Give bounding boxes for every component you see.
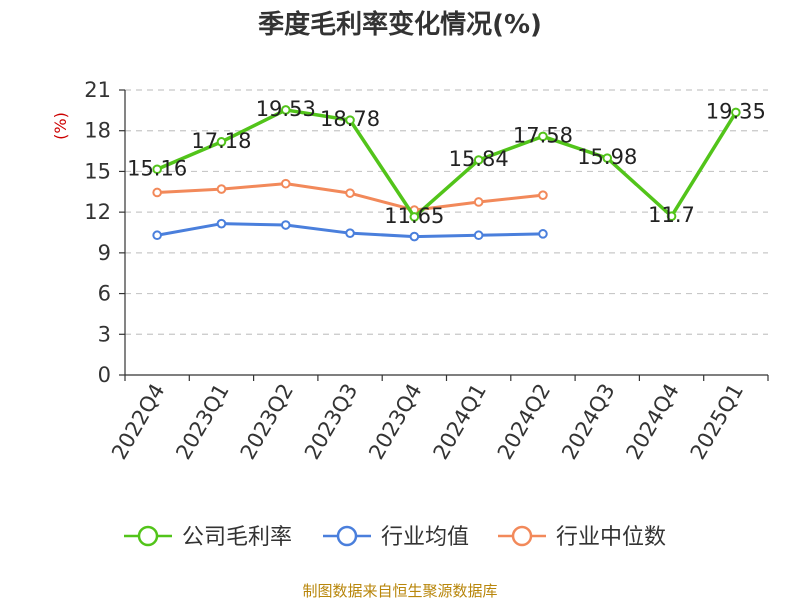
y-tick-label: 9 bbox=[98, 241, 111, 265]
data-point-2-2[interactable] bbox=[280, 178, 291, 189]
x-tick-labels: 2022Q4 2023Q1 2023Q2 2023Q3 2023Q4 2024Q1 2024… bbox=[107, 380, 748, 464]
x-tick-label: 2024Q3 bbox=[557, 380, 619, 464]
data-label: 19.35 bbox=[706, 99, 766, 123]
legend-label-1[interactable]: 行业均值 bbox=[381, 525, 469, 550]
source-note: 制图数据来自恒生聚源数据库 bbox=[302, 582, 497, 600]
data-point-2-6[interactable] bbox=[538, 190, 548, 200]
x-tick-label: 2023Q4 bbox=[364, 380, 426, 464]
series-group bbox=[152, 105, 741, 242]
data-label: 18.78 bbox=[320, 107, 380, 131]
data-point-0-2[interactable] bbox=[280, 105, 291, 115]
y-tick-label: 15 bbox=[84, 159, 111, 183]
data-point-0-1[interactable] bbox=[216, 137, 227, 147]
legend[interactable]: 公司毛利率 行业均值 行业中位数 bbox=[124, 525, 666, 550]
data-point-0-7[interactable] bbox=[602, 153, 613, 163]
data-point-1-2[interactable] bbox=[280, 220, 291, 230]
y-tick-labels: 0 3 6 9 12 15 18 21 bbox=[84, 78, 111, 387]
x-tick-label: 2023Q3 bbox=[300, 380, 362, 464]
data-point-2-0[interactable] bbox=[152, 187, 162, 198]
data-point-0-4[interactable] bbox=[409, 212, 420, 222]
y-axis-title: (%) bbox=[51, 112, 70, 140]
data-point-1-3[interactable] bbox=[345, 228, 355, 238]
x-tick-label: 2024Q2 bbox=[493, 380, 555, 464]
y-tick-label: 0 bbox=[98, 363, 111, 387]
y-tick-label: 21 bbox=[84, 78, 111, 102]
grid-lines bbox=[125, 89, 768, 335]
data-label: 11.7 bbox=[648, 203, 695, 227]
data-point-2-5[interactable] bbox=[473, 197, 484, 207]
y-tick-label: 3 bbox=[98, 322, 111, 346]
data-point-1-4[interactable] bbox=[409, 231, 420, 242]
chart-title: 季度毛利率变化情况(%) bbox=[258, 9, 542, 40]
legend-marker-2[interactable] bbox=[511, 525, 533, 547]
data-label: 15.98 bbox=[577, 145, 637, 169]
data-point-2-3[interactable] bbox=[345, 188, 355, 198]
data-label: 11.65 bbox=[384, 204, 444, 228]
data-point-1-6[interactable] bbox=[538, 229, 548, 239]
legend-marker-1[interactable] bbox=[336, 525, 358, 547]
data-point-0-0[interactable] bbox=[152, 164, 162, 175]
data-label: 17.58 bbox=[513, 123, 573, 147]
data-label: 19.53 bbox=[256, 97, 316, 121]
data-point-0-8[interactable] bbox=[666, 211, 677, 222]
data-label: 15.16 bbox=[127, 156, 187, 180]
data-point-0-3[interactable] bbox=[345, 115, 355, 125]
x-tick-label: 2023Q2 bbox=[236, 380, 298, 464]
legend-label-0[interactable]: 公司毛利率 bbox=[182, 525, 292, 550]
x-tick-label: 2024Q4 bbox=[621, 380, 683, 464]
x-tick-label: 2025Q1 bbox=[686, 380, 748, 464]
legend-label-2[interactable]: 行业中位数 bbox=[556, 525, 666, 550]
data-point-0-9[interactable] bbox=[731, 107, 741, 118]
data-point-1-5[interactable] bbox=[473, 230, 484, 241]
data-label: 17.18 bbox=[191, 129, 251, 153]
data-label: 15.84 bbox=[449, 147, 509, 171]
x-tick-label: 2024Q1 bbox=[429, 380, 491, 464]
x-tick-label: 2022Q4 bbox=[107, 380, 169, 464]
x-tick-label: 2023Q1 bbox=[171, 380, 233, 464]
legend-marker-0[interactable] bbox=[137, 525, 159, 547]
data-point-1-1[interactable] bbox=[216, 218, 227, 229]
data-point-0-6[interactable] bbox=[538, 131, 548, 142]
data-point-2-1[interactable] bbox=[216, 184, 227, 194]
series-line-0 bbox=[155, 108, 738, 219]
y-tick-label: 6 bbox=[98, 282, 111, 306]
axes bbox=[119, 89, 769, 381]
y-tick-label: 18 bbox=[84, 119, 111, 143]
data-point-1-0[interactable] bbox=[152, 230, 162, 241]
data-point-0-5[interactable] bbox=[473, 155, 484, 165]
y-tick-label: 12 bbox=[84, 200, 111, 224]
